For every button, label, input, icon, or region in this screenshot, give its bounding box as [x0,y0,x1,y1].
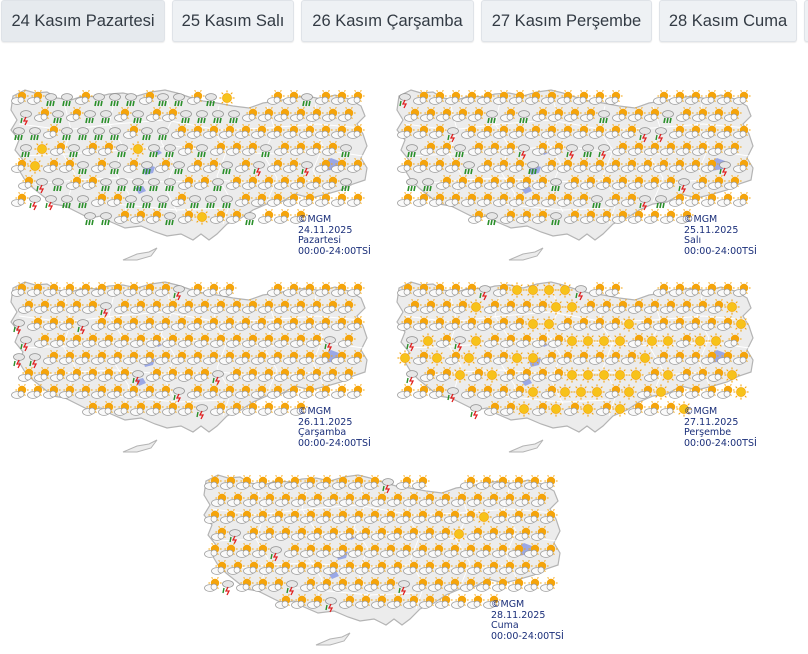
partly-cloudy-icon [468,594,485,608]
sunny-icon [733,384,748,399]
partly-cloudy-icon [645,209,662,223]
partly-cloudy-icon [397,475,414,489]
partly-cloudy-icon [220,282,237,296]
thunderstorm-icon [223,581,234,595]
partly-cloudy-icon [332,192,349,206]
copyright-text: ©MGM [684,407,757,418]
rain-icon [341,179,352,191]
partly-cloudy-icon [398,192,415,206]
partly-cloudy-icon [348,282,365,296]
copyright-text: ©MGM [491,600,564,611]
hours-text: 00:00-24:00TSİ [684,247,757,258]
cyprus-outline [316,633,350,645]
partly-cloudy-icon [413,475,430,489]
thunderstorm-icon [407,371,418,385]
rain-icon [85,213,96,225]
forecast-map-26: ©MGM 26.11.2025 Çarşamba 00:00-24:00TSİ [5,276,385,461]
partly-cloudy-icon [661,401,678,415]
partly-cloudy-icon [734,192,751,206]
hours-text: 00:00-24:00TSİ [491,632,564,643]
rain-icon [487,213,498,225]
tab-label: 24 Kasım Pazartesi [11,12,154,30]
partly-cloudy-icon [606,90,623,104]
map-caption: ©MGM 27.11.2025 Perşembe 00:00-24:00TSİ [684,407,757,449]
thunderstorm-icon [471,405,482,419]
partly-cloudy-icon [12,192,29,206]
partly-cloudy-icon [718,192,735,206]
copyright-text: ©MGM [298,407,371,418]
day-text: Çarşamba [298,428,371,439]
partly-cloudy-icon [205,577,222,591]
partly-cloudy-icon [275,209,292,223]
copyright-text: ©MGM [298,215,371,226]
partly-cloudy-icon [590,90,607,104]
partly-cloudy-icon [348,192,365,206]
cyprus-outline [509,248,543,260]
rain-icon [245,213,256,225]
partly-cloudy-icon [718,384,735,398]
tab-27-kasim[interactable]: 27 Kasım Perşembe [481,0,652,42]
partly-cloudy-icon [348,90,365,104]
partly-cloudy-icon [590,282,607,296]
forecast-map-24: ©MGM 24.11.2025 Pazartesi 00:00-24:00TSİ [5,84,385,269]
tab-26-kasim[interactable]: 26 Kasım Çarşamba [301,0,474,42]
map-caption: ©MGM 26.11.2025 Çarşamba 00:00-24:00TSİ [298,407,371,449]
thunderstorm-icon [30,196,41,210]
partly-cloudy-icon [12,384,29,398]
partly-cloudy-icon [541,577,558,591]
partly-cloudy-icon [452,594,469,608]
partly-cloudy-icon [734,282,751,296]
map-caption: ©MGM 25.11.2025 Salı 00:00-24:00TSİ [684,215,757,257]
partly-cloudy-icon [525,577,542,591]
partly-cloudy-icon [606,282,623,296]
tab-label: 27 Kasım Perşembe [492,12,641,30]
rain-icon [407,179,418,191]
map-caption: ©MGM 28.11.2025 Cuma 00:00-24:00TSİ [491,600,564,642]
cyprus-outline [509,440,543,452]
cyprus-outline [123,248,157,260]
hours-text: 00:00-24:00TSİ [298,439,371,450]
partly-cloudy-icon [734,90,751,104]
partly-cloudy-icon [259,401,276,415]
rain-icon [656,196,667,208]
hours-text: 00:00-24:00TSİ [684,439,757,450]
copyright-text: ©MGM [684,215,757,226]
partly-cloudy-icon [204,282,221,296]
forecast-map-28: ©MGM 28.11.2025 Cuma 00:00-24:00TSİ [198,469,578,654]
partly-cloudy-icon [661,209,678,223]
day-text: Perşembe [684,428,757,439]
partly-cloudy-icon [398,384,415,398]
tab-25-kasim[interactable]: 25 Kasım Salı [172,0,294,42]
tab-label: 26 Kasım Çarşamba [312,12,462,30]
tab-28-kasim[interactable]: 28 Kasım Cuma [659,0,797,42]
tab-label: 25 Kasım Salı [182,12,285,30]
tab-overflow[interactable] [804,0,808,42]
day-text: Cuma [491,621,564,632]
tab-24-kasim[interactable]: 24 Kasım Pazartesi [1,0,165,42]
map-caption: ©MGM 24.11.2025 Pazartesi 00:00-24:00TSİ [298,215,371,257]
partly-cloudy-icon [259,209,276,223]
cyprus-outline [123,440,157,452]
forecast-map-25: ©MGM 25.11.2025 Salı 00:00-24:00TSİ [391,84,771,269]
day-text: Salı [684,236,757,247]
day-text: Pazartesi [298,236,371,247]
partly-cloudy-icon [645,401,662,415]
day-tabs: 24 Kasım Pazartesi 25 Kasım Salı 26 Kası… [0,0,808,44]
forecast-map-27: ©MGM 27.11.2025 Perşembe 00:00-24:00TSİ [391,276,771,461]
sunny-icon [219,90,234,105]
partly-cloudy-icon [332,384,349,398]
partly-cloudy-icon [541,475,558,489]
tab-label: 28 Kasım Cuma [669,12,787,30]
hours-text: 00:00-24:00TSİ [298,247,371,258]
partly-cloudy-icon [348,384,365,398]
rain-icon [101,213,112,225]
partly-cloudy-icon [275,401,292,415]
